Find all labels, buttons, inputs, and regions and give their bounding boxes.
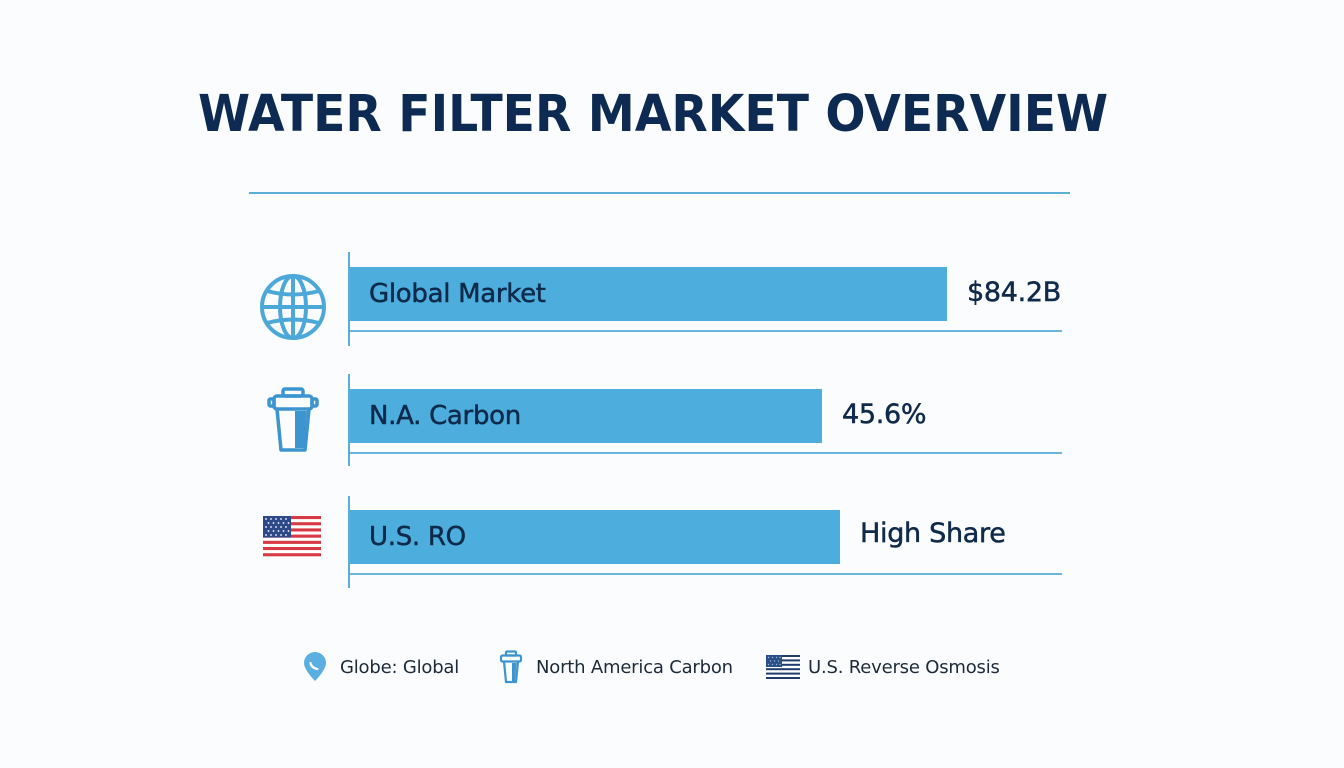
bar-label: Global Market [369,279,546,310]
chart-row-na-carbon: N.A. Carbon 45.6% [0,372,1344,494]
row-baseline [350,452,1062,454]
legend-item-na-carbon: North America Carbon [494,648,733,686]
chart-row-us-ro: U.S. RO High Share [0,494,1344,616]
bar-value: High Share [860,518,1006,550]
globe-icon [256,270,330,344]
legend-item-us-ro: U.S. Reverse Osmosis [766,648,1000,686]
bar-value: $84.2B [967,277,1062,309]
axis-line [348,374,350,466]
bar-value: 45.6% [842,399,927,431]
axis-line [348,496,350,588]
us-flag-icon [256,500,330,574]
us-flag-icon [766,650,800,684]
bar-label: N.A. Carbon [369,401,522,432]
bar-us-ro: U.S. RO [350,510,840,564]
legend-label: North America Carbon [536,656,733,678]
bar-na-carbon: N.A. Carbon [350,389,822,443]
chart-row-global: Global Market $84.2B [0,250,1344,372]
page-title: WATER FILTER MARKET OVERVIEW [198,85,1109,144]
bar-global-market: Global Market [350,267,947,321]
legend: Globe: Global North America Carbon [0,648,1344,686]
title-divider [249,192,1070,194]
axis-line [348,252,350,346]
water-filter-icon [494,650,528,684]
bar-label: U.S. RO [369,522,467,553]
legend-label: Globe: Global [340,656,460,678]
water-filter-icon [256,384,330,458]
legend-label: U.S. Reverse Osmosis [808,656,1000,678]
row-baseline [350,330,1062,332]
legend-item-global: Globe: Global [298,648,459,686]
map-pin-icon [298,650,332,684]
row-baseline [350,573,1062,575]
